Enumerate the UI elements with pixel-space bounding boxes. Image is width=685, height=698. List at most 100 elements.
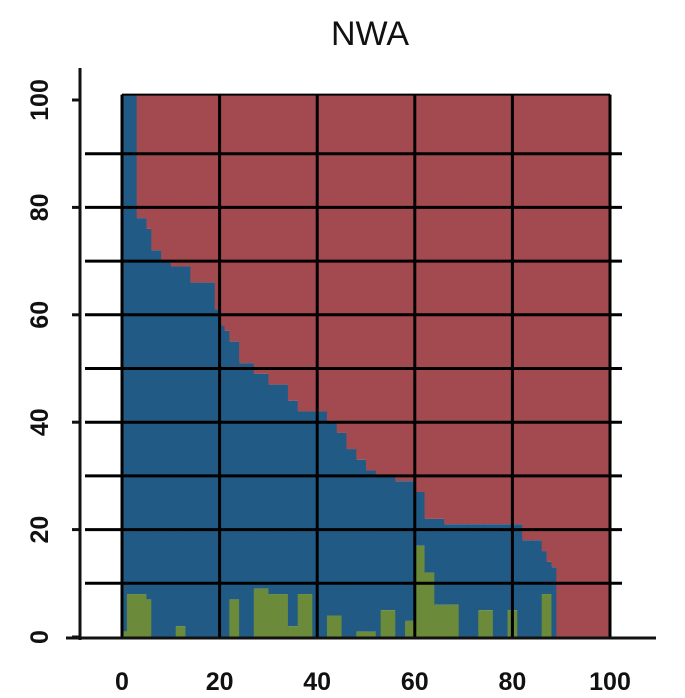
bar-middle-segment xyxy=(122,94,128,632)
bar-top-segment xyxy=(136,94,147,219)
axes-group xyxy=(66,68,656,640)
bar-bottom-segment xyxy=(429,572,435,637)
y-tick-label: 100 xyxy=(26,79,54,121)
bar-top-segment xyxy=(268,94,279,385)
bar-bottom-segment xyxy=(478,610,484,637)
bar-top-segment xyxy=(546,94,553,562)
x-tick-label: 20 xyxy=(206,668,234,696)
bar-bottom-segment xyxy=(268,594,279,637)
bar-top-segment xyxy=(195,94,206,283)
bar-top-segment xyxy=(146,94,152,229)
bar-top-segment xyxy=(209,94,216,283)
bar-middle-segment xyxy=(151,250,162,638)
bar-middle-segment xyxy=(439,518,445,605)
bar-bottom-segment xyxy=(136,594,147,637)
bar-top-segment xyxy=(473,94,479,525)
bar-top-segment xyxy=(517,94,523,525)
bar-middle-segment xyxy=(297,411,313,595)
bar-top-segment xyxy=(326,94,338,423)
bar-top-segment xyxy=(248,94,255,364)
y-tick-label: 40 xyxy=(26,408,54,436)
bar-middle-segment xyxy=(502,524,509,637)
bar-top-segment xyxy=(531,94,538,541)
y-tick-label: 0 xyxy=(26,630,54,644)
bar-middle-segment xyxy=(385,475,396,611)
bar-middle-segment xyxy=(253,373,265,589)
bar-top-segment xyxy=(424,94,431,519)
x-tick-label: 40 xyxy=(303,668,331,696)
bar-bottom-segment xyxy=(229,599,240,637)
bar-top-segment xyxy=(356,94,367,460)
bar-bottom-segment xyxy=(287,626,294,637)
bar-top-segment xyxy=(409,94,416,482)
bar-middle-segment xyxy=(224,330,230,637)
y-tick-label: 80 xyxy=(26,193,54,221)
bar-middle-segment xyxy=(248,363,255,637)
bar-middle-segment xyxy=(444,524,460,605)
bar-bottom-segment xyxy=(175,626,182,637)
bar-top-segment xyxy=(253,94,265,374)
bar-top-segment xyxy=(483,94,494,525)
bar-middle-segment xyxy=(278,384,284,595)
bar-middle-segment xyxy=(180,266,187,627)
bars-group xyxy=(122,94,611,638)
bar-top-segment xyxy=(341,94,348,433)
bar-top-segment xyxy=(224,94,230,331)
bar-bottom-segment xyxy=(380,610,387,637)
bar-top-segment xyxy=(278,94,284,385)
bar-bottom-segment xyxy=(253,588,265,637)
bar-middle-segment xyxy=(146,228,152,600)
bar-middle-segment xyxy=(366,470,372,632)
bar-top-segment xyxy=(478,94,484,525)
bar-bottom-segment xyxy=(146,599,152,637)
y-tick-label: 20 xyxy=(26,516,54,544)
bar-middle-segment xyxy=(434,518,440,605)
bar-bottom-segment xyxy=(292,626,299,637)
bar-bottom-segment xyxy=(419,545,426,637)
bar-bottom-segment xyxy=(278,594,284,637)
bar-top-segment xyxy=(522,94,533,541)
bar-bottom-segment xyxy=(444,604,460,637)
bar-bottom-segment xyxy=(483,610,494,637)
bar-top-segment xyxy=(468,94,474,525)
bar-middle-segment xyxy=(136,218,147,595)
bar-top-segment xyxy=(204,94,211,283)
bar-top-segment xyxy=(502,94,509,525)
bar-middle-segment xyxy=(268,384,279,595)
bar-middle-segment xyxy=(341,432,348,637)
bar-middle-segment xyxy=(546,561,553,595)
bar-bottom-segment xyxy=(366,631,372,637)
bar-top-segment xyxy=(161,94,172,262)
chart-title: NWA xyxy=(331,15,409,53)
bar-top-segment xyxy=(434,94,440,519)
bar-middle-segment xyxy=(414,492,421,546)
bar-bottom-segment xyxy=(356,631,367,637)
bar-middle-segment xyxy=(531,540,538,637)
x-tick-label: 80 xyxy=(498,668,526,696)
y-tick-label: 60 xyxy=(26,301,54,329)
bar-middle-segment xyxy=(419,492,426,546)
bar-middle-segment xyxy=(522,540,533,637)
bar-top-segment xyxy=(458,94,470,525)
bar-bottom-segment xyxy=(546,594,553,637)
x-tick-label: 0 xyxy=(115,668,129,696)
bar-bottom-segment xyxy=(414,545,421,637)
bar-top-segment xyxy=(536,94,543,541)
bar-top-segment xyxy=(380,94,387,476)
bar-top-segment xyxy=(170,94,177,267)
bar-middle-segment xyxy=(209,282,216,637)
bar-bottom-segment xyxy=(439,604,445,637)
bar-top-segment xyxy=(444,94,460,525)
bar-middle-segment xyxy=(346,449,357,637)
bar-top-segment xyxy=(370,94,377,471)
bar-bottom-segment xyxy=(297,594,313,637)
bar-middle-segment xyxy=(317,411,328,637)
bar-middle-segment xyxy=(424,518,431,573)
bar-top-segment xyxy=(414,94,421,493)
bar-middle-segment xyxy=(229,341,240,600)
bar-middle-segment xyxy=(551,567,557,637)
bar-middle-segment xyxy=(536,540,543,637)
bar-top-segment xyxy=(287,94,294,401)
bar-top-segment xyxy=(175,94,182,267)
bar-top-segment xyxy=(312,94,318,412)
